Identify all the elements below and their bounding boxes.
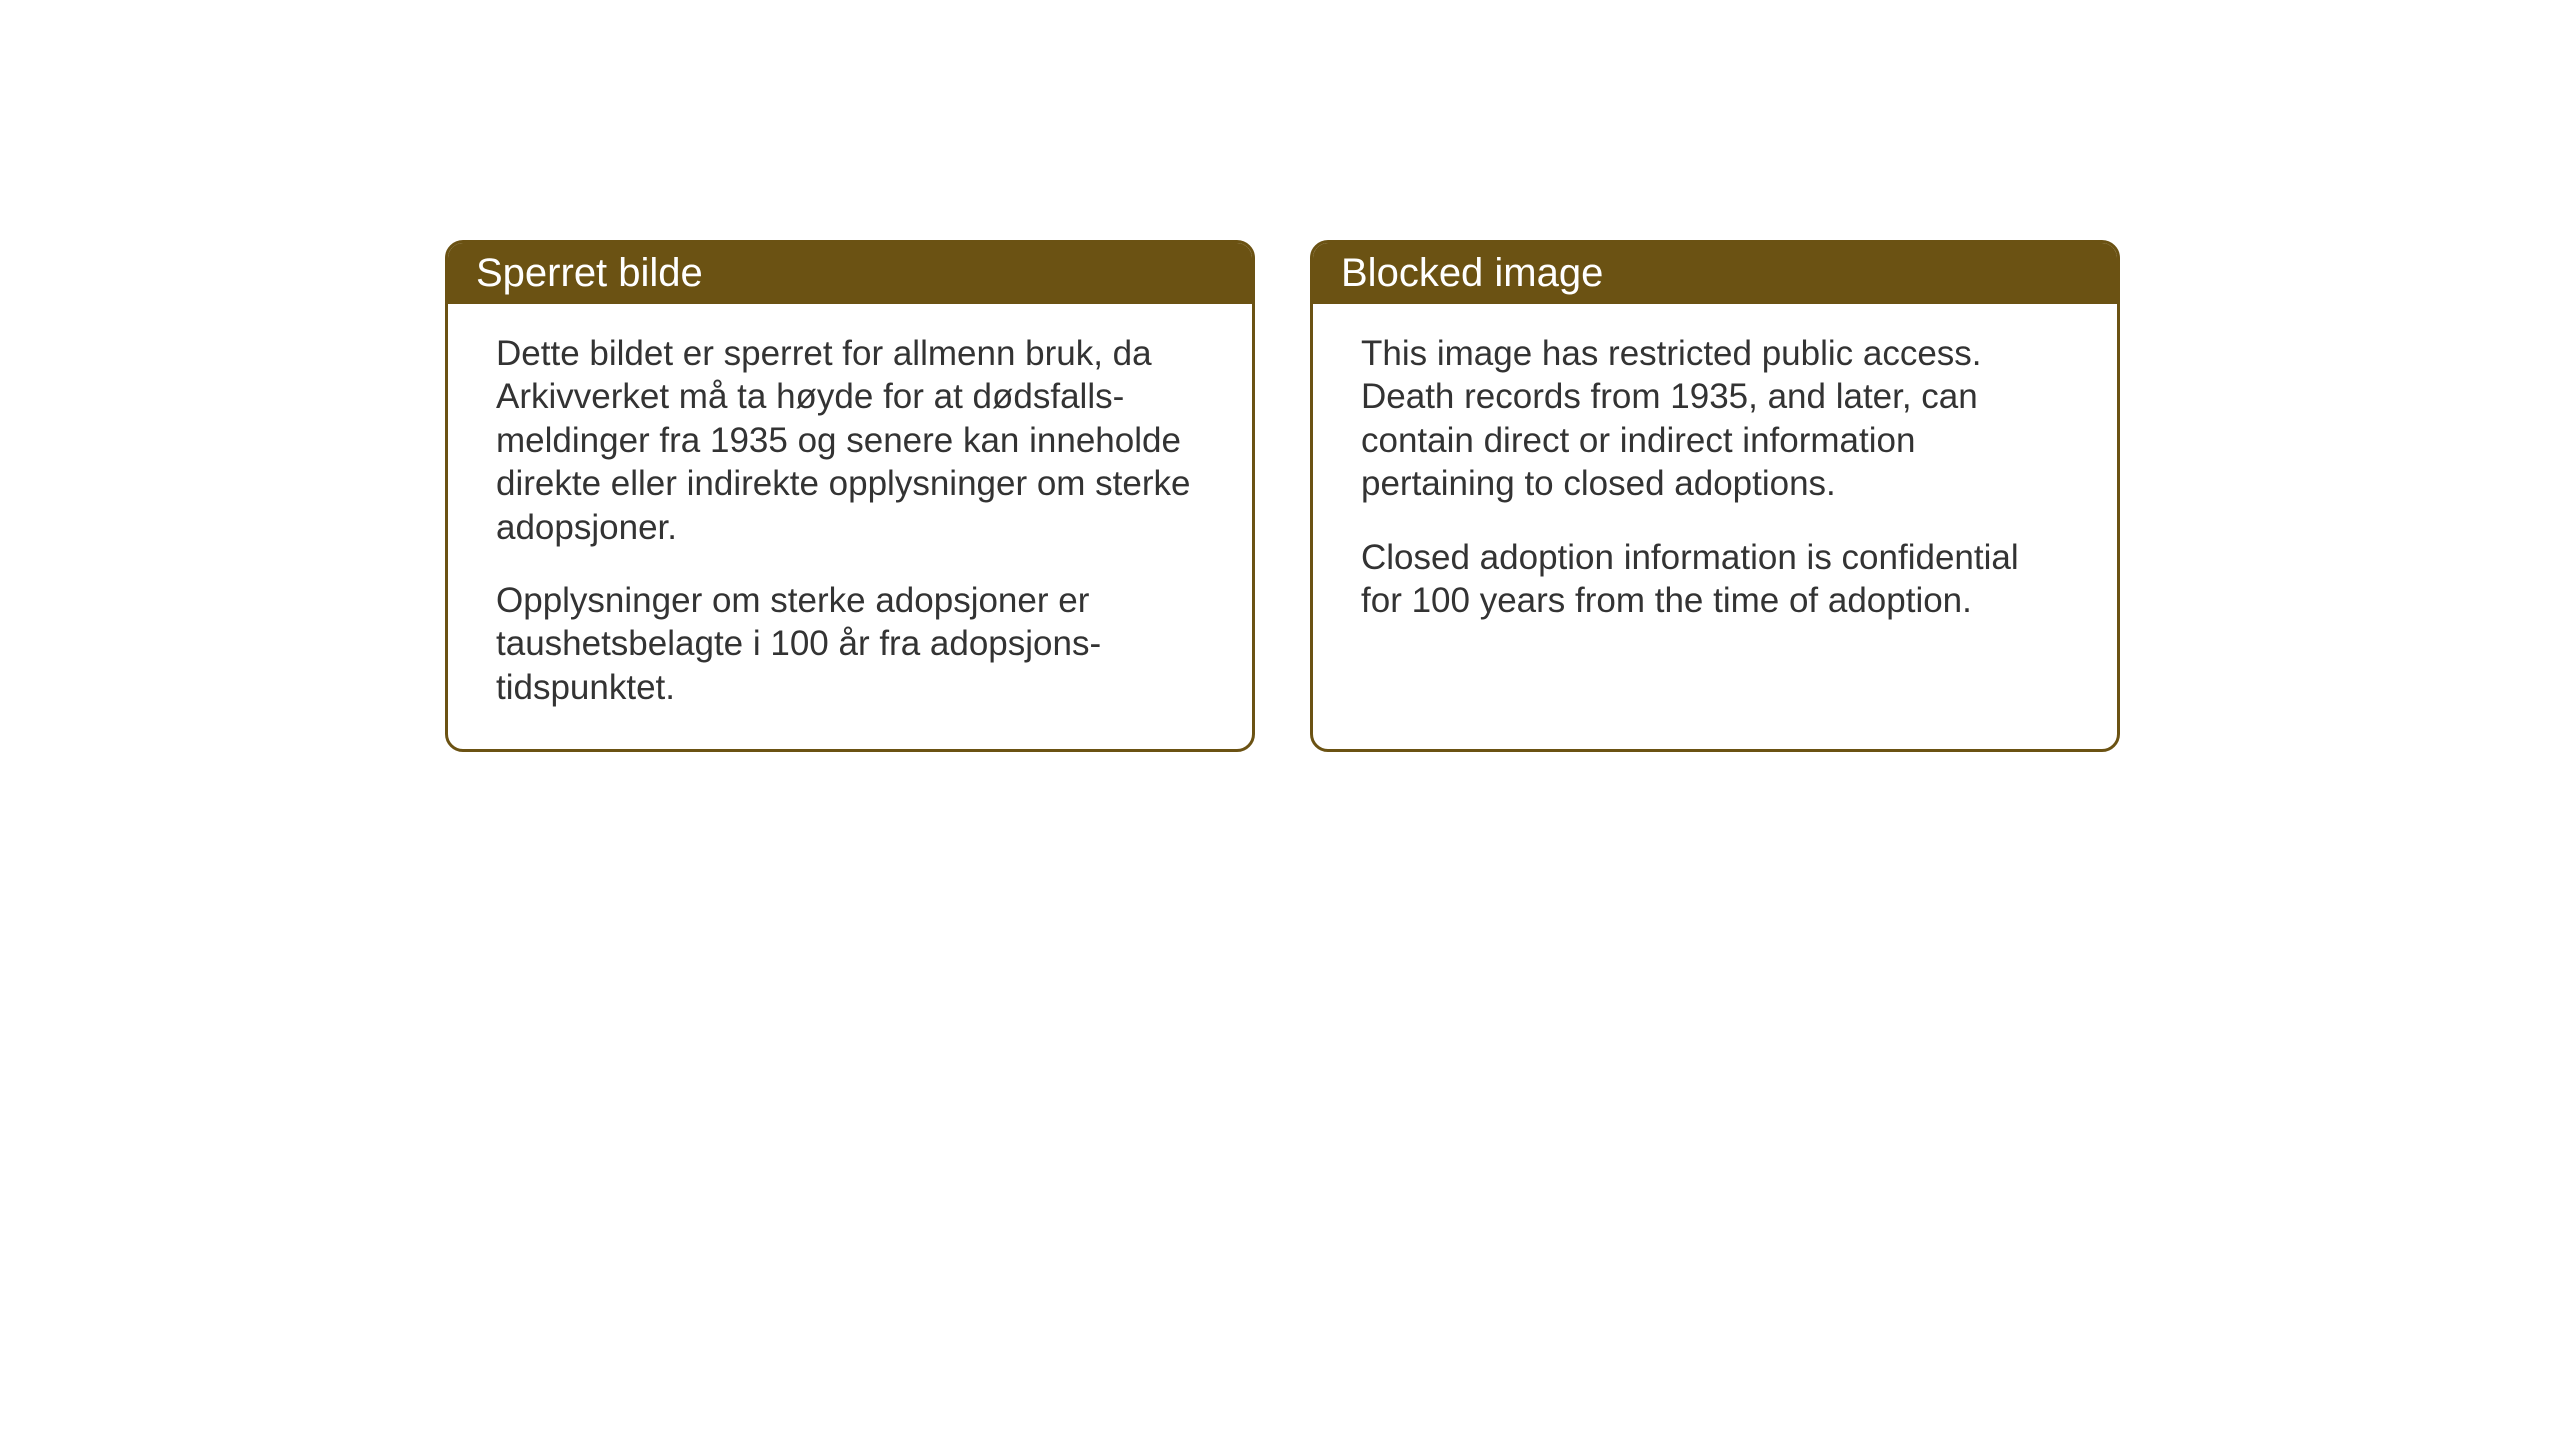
card-header-norwegian: Sperret bilde	[448, 243, 1252, 304]
notice-card-norwegian: Sperret bilde Dette bildet er sperret fo…	[445, 240, 1255, 752]
card-title-norwegian: Sperret bilde	[476, 251, 703, 295]
card-body-norwegian: Dette bildet er sperret for allmenn bruk…	[448, 304, 1252, 749]
card-paragraph-english-1: This image has restricted public access.…	[1361, 332, 2069, 506]
card-title-english: Blocked image	[1341, 251, 1603, 295]
card-header-english: Blocked image	[1313, 243, 2117, 304]
card-body-english: This image has restricted public access.…	[1313, 304, 2117, 662]
notice-card-english: Blocked image This image has restricted …	[1310, 240, 2120, 752]
card-paragraph-english-2: Closed adoption information is confident…	[1361, 536, 2069, 623]
card-paragraph-norwegian-2: Opplysninger om sterke adopsjoner er tau…	[496, 579, 1204, 709]
notice-container: Sperret bilde Dette bildet er sperret fo…	[445, 240, 2120, 752]
card-paragraph-norwegian-1: Dette bildet er sperret for allmenn bruk…	[496, 332, 1204, 549]
